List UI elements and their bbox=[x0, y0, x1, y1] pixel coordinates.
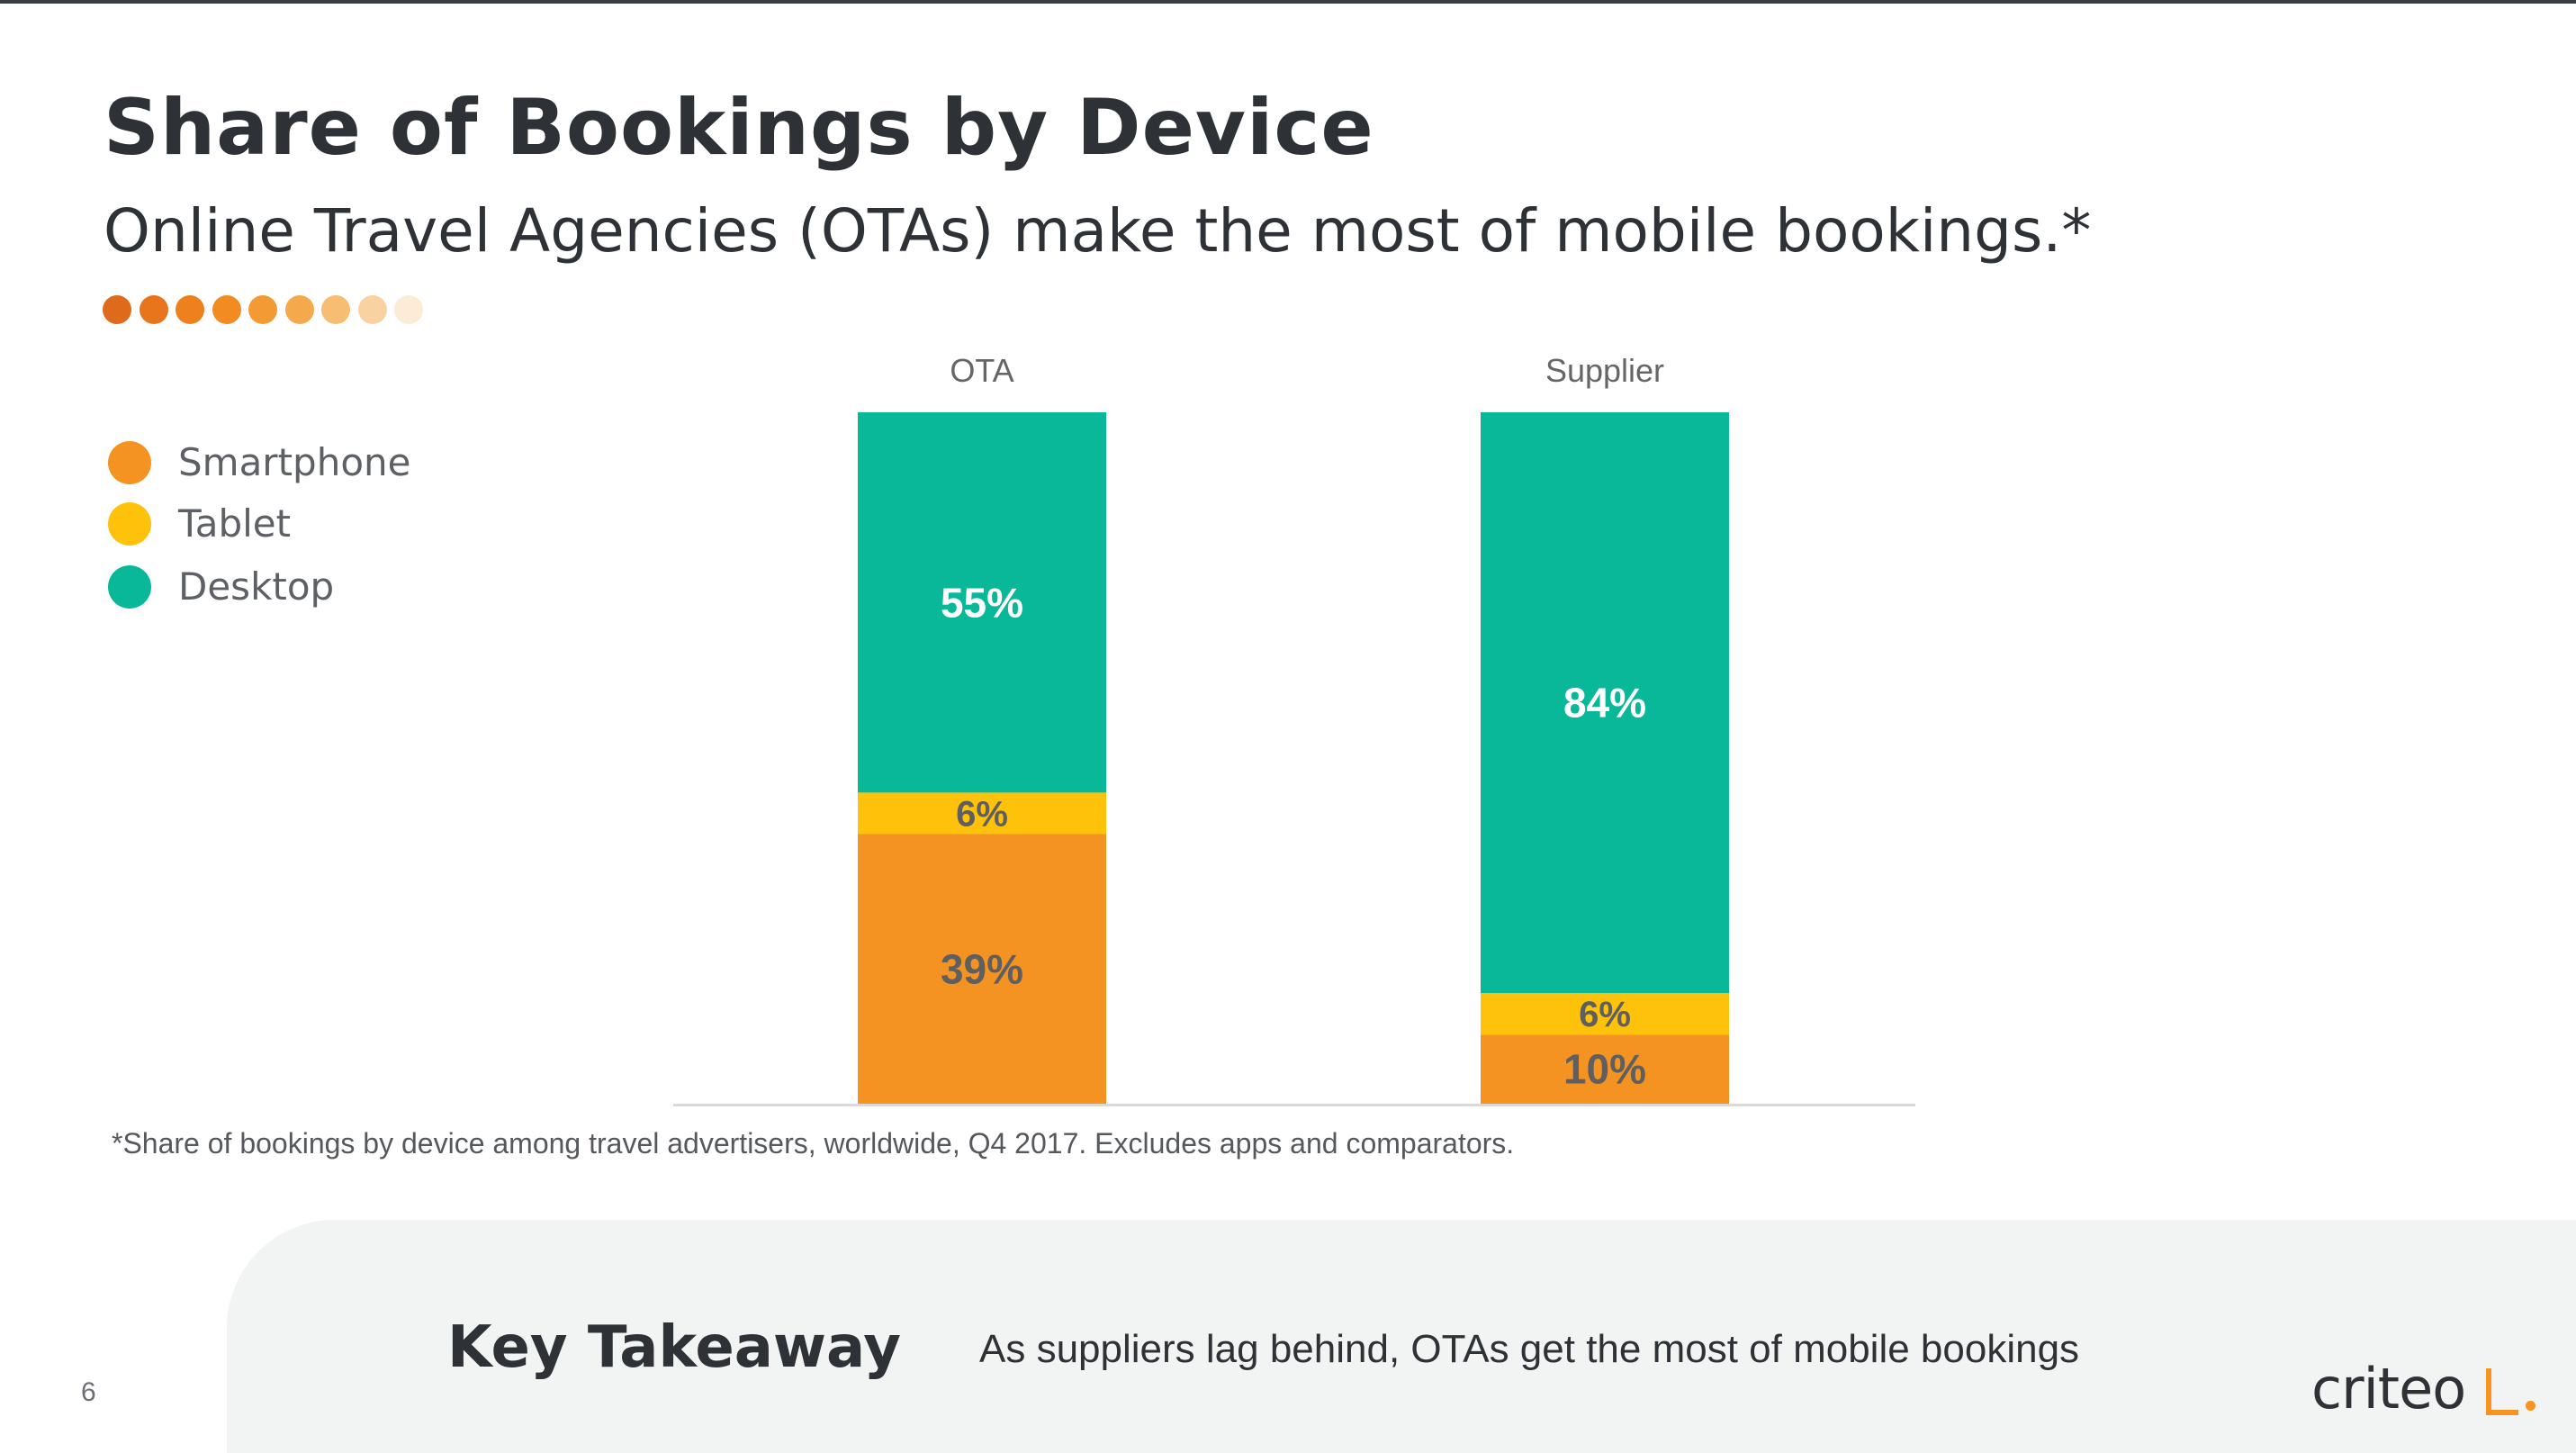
top-rule bbox=[0, 0, 2576, 4]
decor-dot bbox=[212, 295, 241, 324]
legend-swatch-smartphone bbox=[108, 441, 151, 484]
slide-title: Share of Bookings by Device bbox=[104, 83, 1374, 173]
decor-dot bbox=[394, 295, 423, 324]
takeaway-panel bbox=[227, 1220, 2576, 1453]
decor-dot bbox=[321, 295, 350, 324]
footnote: *Share of bookings by device among trave… bbox=[112, 1127, 1515, 1160]
legend-swatch-desktop bbox=[108, 565, 151, 609]
legend-swatch-tablet bbox=[108, 502, 151, 546]
takeaway-text: As suppliers lag behind, OTAs get the mo… bbox=[979, 1327, 2080, 1371]
category-label-ota: OTA bbox=[950, 352, 1013, 389]
data-label-ota-smartphone: 39% bbox=[941, 945, 1023, 992]
decor-dot bbox=[284, 295, 314, 324]
data-label-supplier-tablet: 6% bbox=[1579, 995, 1631, 1034]
slide-subtitle: Online Travel Agencies (OTAs) make the m… bbox=[104, 196, 2092, 266]
decor-dot bbox=[103, 295, 131, 324]
bar-segment-supplier-desktop bbox=[1481, 412, 1729, 994]
bar-segment-supplier-tablet bbox=[1481, 993, 1729, 1035]
legend-label-desktop: Desktop bbox=[178, 564, 335, 609]
data-label-supplier-smartphone: 10% bbox=[1563, 1046, 1646, 1093]
decor-dot bbox=[139, 295, 168, 324]
decor-dot bbox=[248, 295, 277, 324]
logo-wordmark: criteo bbox=[2311, 1356, 2466, 1421]
data-label-ota-tablet: 6% bbox=[956, 794, 1008, 834]
criteo-logo: criteo bbox=[2311, 1356, 2535, 1428]
takeaway-title: Key Takeaway bbox=[447, 1314, 901, 1381]
decor-dot bbox=[357, 295, 387, 324]
logo-dot bbox=[2526, 1401, 2535, 1411]
stacked-bar-chart: OTA 39% 6% 55% Supplier 10% 6% 84% bbox=[673, 352, 1915, 1106]
bar-segment-ota-desktop bbox=[858, 412, 1106, 793]
category-label-supplier: Supplier bbox=[1545, 352, 1664, 389]
decor-dot bbox=[176, 295, 204, 324]
bar-segment-supplier-smartphone bbox=[1481, 1034, 1729, 1104]
bar-segment-ota-tablet bbox=[858, 792, 1106, 835]
page-number: 6 bbox=[81, 1377, 96, 1407]
legend-label-smartphone: Smartphone bbox=[178, 440, 411, 484]
data-label-ota-desktop: 55% bbox=[941, 579, 1023, 626]
bar-segment-ota-smartphone bbox=[858, 834, 1106, 1104]
legend-label-tablet: Tablet bbox=[178, 501, 292, 546]
logo-corner-mark bbox=[2486, 1368, 2518, 1415]
data-label-supplier-desktop: 84% bbox=[1563, 680, 1646, 726]
